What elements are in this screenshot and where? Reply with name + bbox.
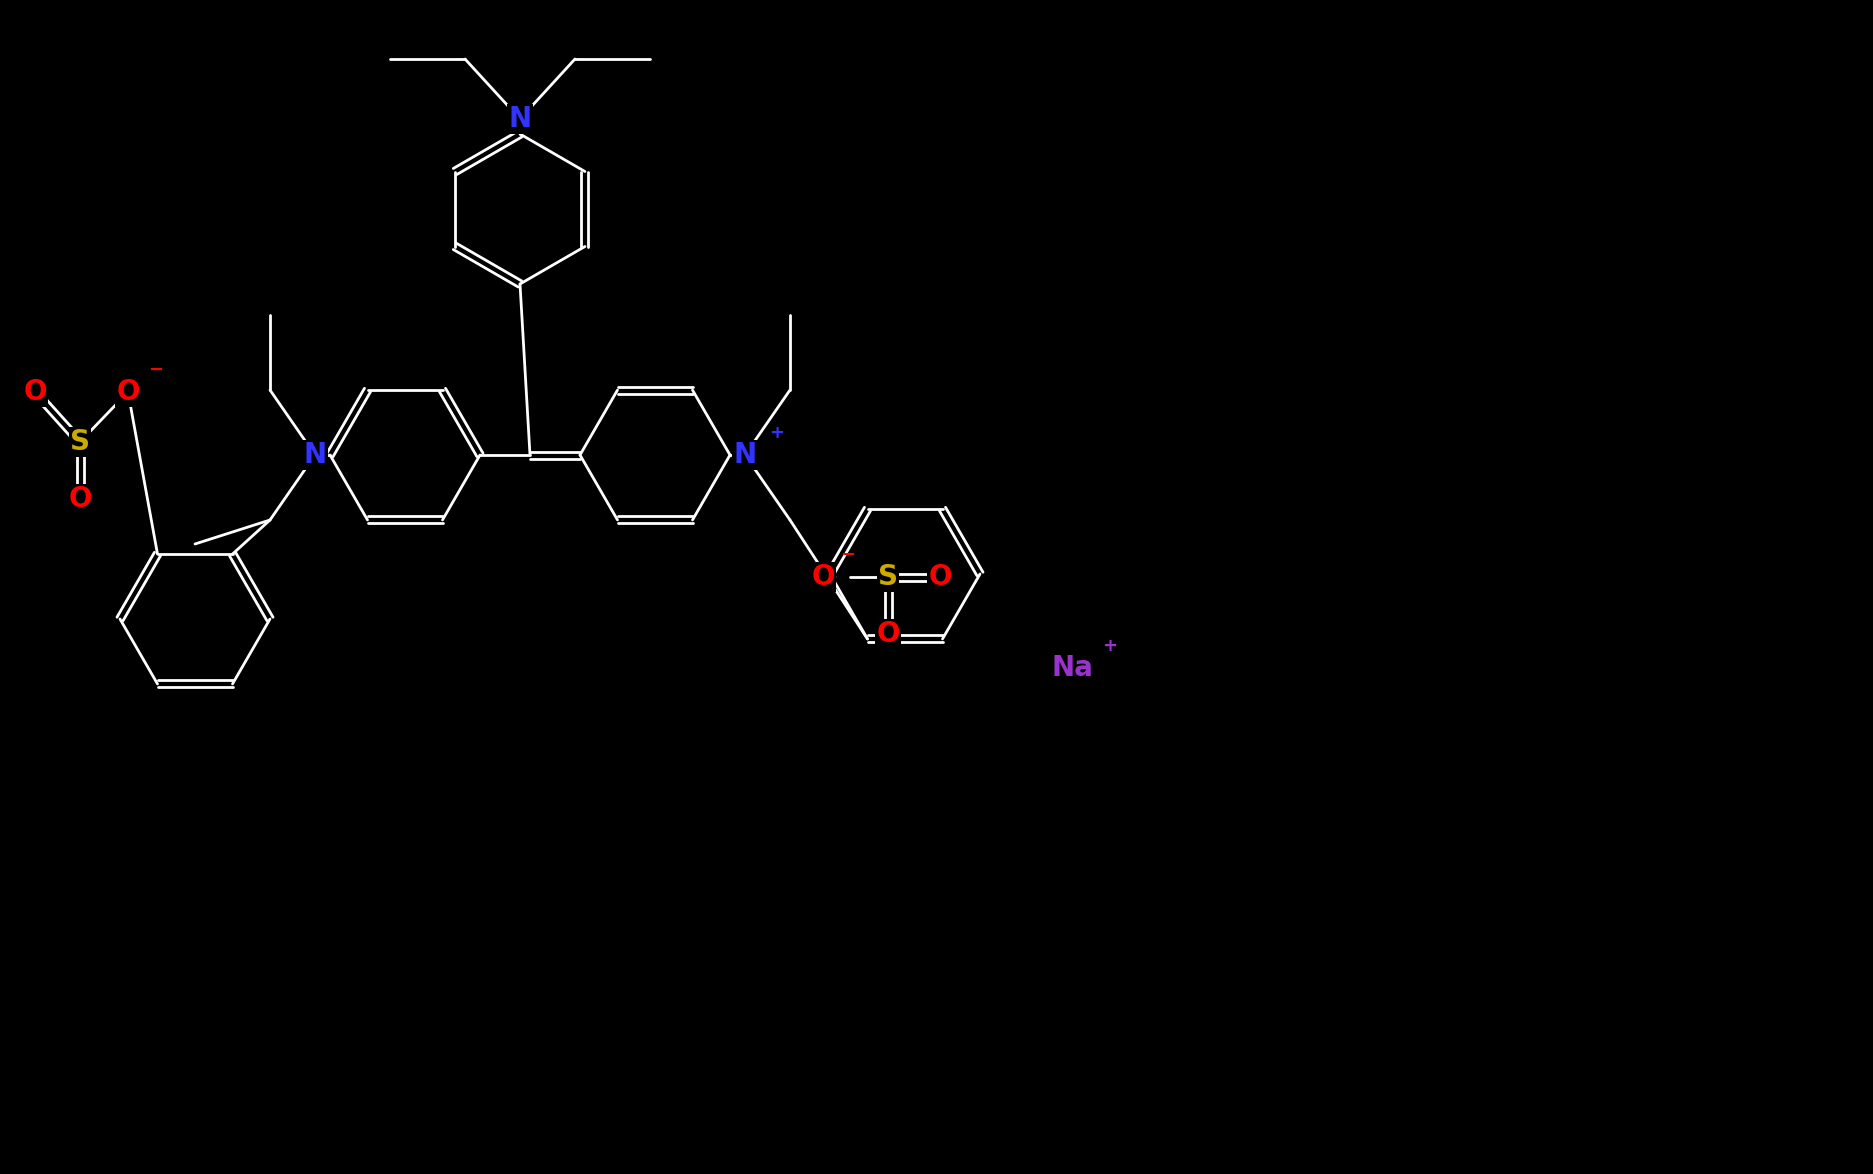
Text: +: + — [770, 424, 785, 441]
Text: O: O — [927, 564, 951, 591]
Text: N: N — [508, 104, 532, 133]
Text: +: + — [1101, 637, 1116, 655]
Text: S: S — [878, 564, 897, 591]
Text: N: N — [303, 441, 326, 468]
Text: −: − — [839, 546, 854, 564]
Text: −: − — [148, 360, 163, 379]
Text: O: O — [877, 620, 899, 648]
Text: O: O — [22, 378, 47, 406]
Text: O: O — [116, 378, 140, 406]
Text: S: S — [69, 429, 90, 456]
Text: O: O — [67, 485, 92, 513]
Text: Na: Na — [1051, 654, 1092, 682]
Text: O: O — [811, 564, 835, 591]
Text: N: N — [732, 441, 757, 468]
